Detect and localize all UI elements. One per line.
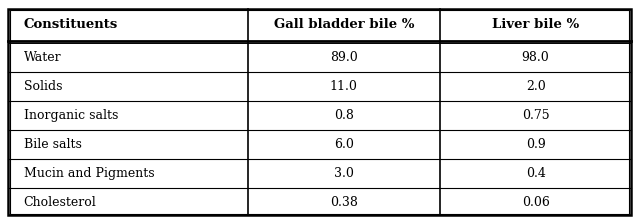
- Text: 89.0: 89.0: [330, 51, 358, 64]
- Text: 11.0: 11.0: [330, 80, 358, 93]
- Text: Water: Water: [24, 51, 61, 64]
- Text: Cholesterol: Cholesterol: [24, 196, 96, 209]
- Text: 0.06: 0.06: [521, 196, 550, 209]
- Text: 0.4: 0.4: [526, 167, 546, 180]
- Text: 2.0: 2.0: [526, 80, 546, 93]
- Text: 0.8: 0.8: [334, 109, 354, 122]
- Text: Constituents: Constituents: [24, 18, 118, 31]
- Text: Inorganic salts: Inorganic salts: [24, 109, 118, 122]
- Text: 0.38: 0.38: [330, 196, 358, 209]
- Text: Bile salts: Bile salts: [24, 138, 82, 151]
- Text: Liver bile %: Liver bile %: [492, 18, 579, 31]
- Text: 0.9: 0.9: [526, 138, 546, 151]
- Text: Gall bladder bile %: Gall bladder bile %: [273, 18, 414, 31]
- Text: 98.0: 98.0: [521, 51, 550, 64]
- Text: Solids: Solids: [24, 80, 62, 93]
- Text: Mucin and Pigments: Mucin and Pigments: [24, 167, 154, 180]
- Text: 0.75: 0.75: [522, 109, 550, 122]
- Text: 6.0: 6.0: [334, 138, 354, 151]
- Text: 3.0: 3.0: [334, 167, 354, 180]
